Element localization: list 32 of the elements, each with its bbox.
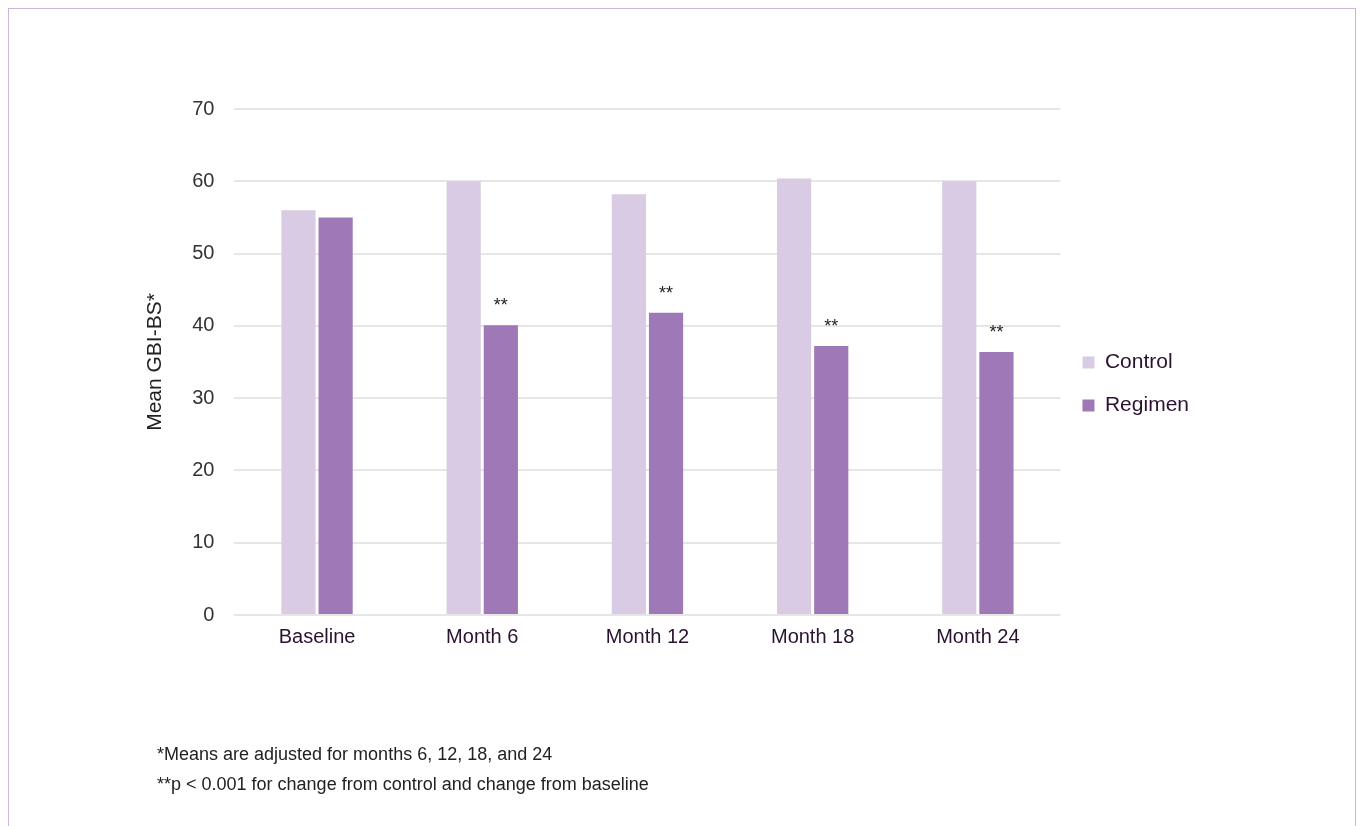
text: **p < 0.001 for change from control and change from baseline: [157, 773, 649, 796]
x-tick-label: Baseline: [278, 624, 356, 647]
y-tick-label: 10: [192, 530, 215, 553]
x-tick-label: Month 18: [770, 624, 855, 647]
x-tick-label: Month 6: [446, 624, 519, 647]
y-tick-label: 40: [192, 313, 215, 336]
y-axis-title: Mean GBI-BS*: [142, 293, 166, 431]
data-label: **: [824, 316, 839, 337]
y-tick-label: 70: [192, 96, 215, 119]
bar: [318, 217, 353, 614]
legend-label: Regimen: [1104, 392, 1190, 416]
legend-label: Control: [1104, 349, 1173, 373]
bar: [446, 181, 481, 614]
bar: [776, 178, 812, 614]
text: *Means are adjusted for months 6, 12, 18, and 24: [157, 743, 554, 766]
bar: [648, 312, 684, 614]
y-tick-label: 30: [192, 385, 215, 408]
x-tick-label: Month 12: [605, 624, 690, 647]
bar: [281, 210, 316, 614]
bar: [942, 181, 977, 614]
y-tick-label: 50: [192, 241, 215, 264]
bar: [483, 325, 518, 614]
bar: [611, 194, 646, 614]
data-label: **: [493, 295, 508, 316]
x-tick-label: Month 24: [936, 624, 1020, 647]
data-label: **: [989, 321, 1004, 342]
data-label: **: [659, 282, 674, 303]
bar: [814, 346, 849, 614]
y-tick-label: 20: [192, 457, 215, 480]
y-tick-label: 0: [203, 602, 215, 625]
bar: [979, 351, 1014, 614]
y-tick-label: 60: [192, 168, 215, 191]
